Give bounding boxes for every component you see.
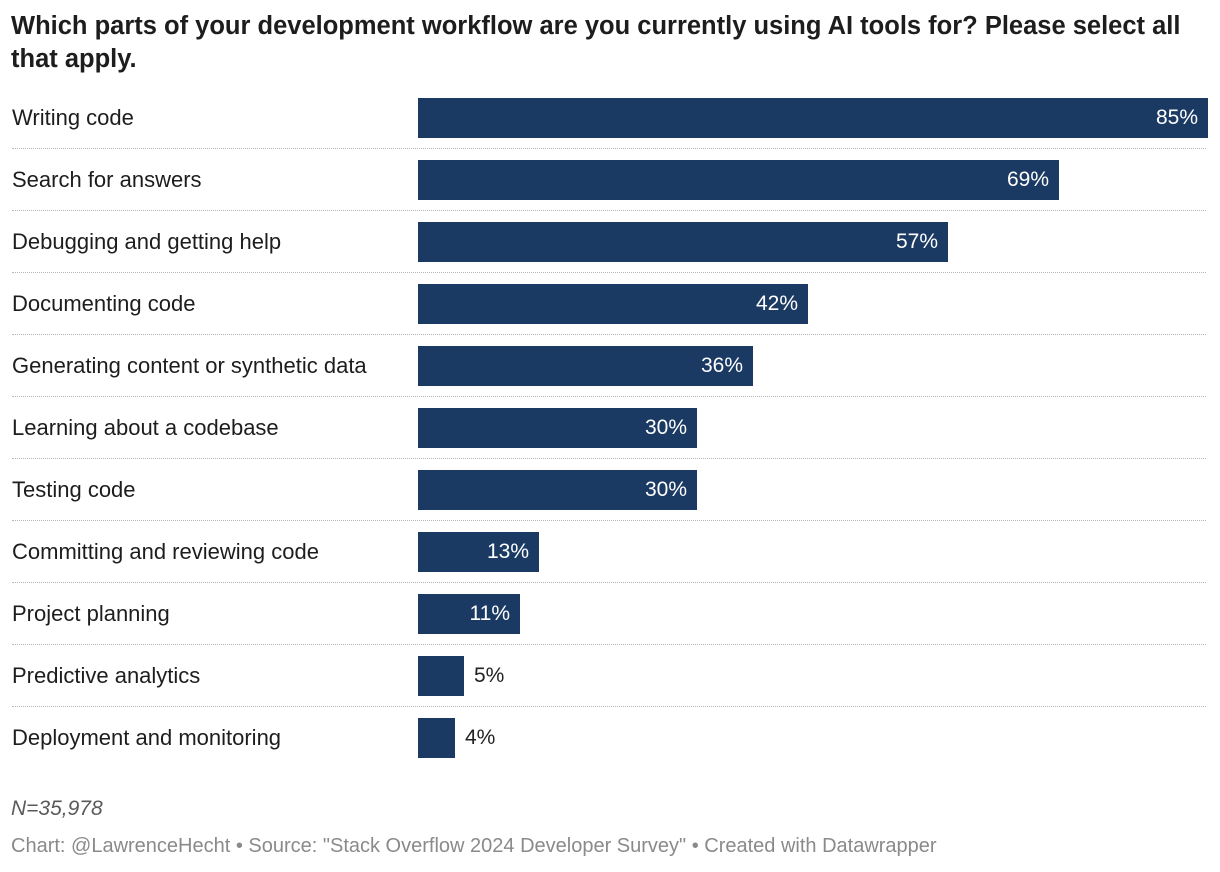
sample-size-note: N=35,978 [11,797,103,820]
bar-row: Deployment and monitoring 4% [0,707,1220,769]
value-label: 42% [755,292,798,315]
value-label: 85% [1155,106,1198,129]
bar-row: Learning about a codebase 30% [0,397,1220,459]
value-label: 5% [474,664,505,687]
row-separator [12,148,1206,149]
value-label: 57% [895,230,938,253]
value-label: 4% [465,726,496,749]
row-separator [12,582,1206,583]
bar [418,346,753,386]
row-separator [12,210,1206,211]
chart-credits: Chart: @LawrenceHecht • Source: "Stack O… [11,835,937,857]
category-label: Predictive analytics [12,663,201,688]
bar [418,222,948,262]
row-separator [12,334,1206,335]
bar [418,160,1059,200]
bar-row: Search for answers 69% [0,149,1220,211]
category-label: Documenting code [12,291,196,316]
value-label: 30% [644,416,687,439]
chart-title: Which parts of your development workflow… [11,12,1181,73]
bar-row: Writing code 85% [0,87,1220,149]
row-separator [12,644,1206,645]
category-label: Testing code [12,477,136,502]
bar-chart: Writing code 85% Search for answers 69% Debu… [0,87,1220,777]
bar-row: Testing code 30% [0,459,1220,521]
bar [418,718,455,758]
bar [418,284,808,324]
category-label: Project planning [12,601,170,626]
value-label: 36% [700,354,743,377]
row-separator [12,396,1206,397]
bar [418,98,1208,138]
bar [418,532,539,572]
row-separator [12,458,1206,459]
bar-row: Committing and reviewing code 13% [0,521,1220,583]
category-label: Deployment and monitoring [12,725,282,750]
bar-row: Predictive analytics 5% [0,645,1220,707]
row-separator [12,520,1206,521]
value-label: 30% [644,478,687,501]
row-separator [12,706,1206,707]
value-label: 69% [1006,168,1049,191]
category-label: Generating content or synthetic data [12,353,367,378]
bar-row: Documenting code 42% [0,273,1220,335]
bar [418,408,697,448]
bar-row: Project planning 11% [0,583,1220,645]
bar [418,470,697,510]
category-label: Debugging and getting help [12,229,282,254]
row-separator [12,272,1206,273]
value-label: 13% [486,540,529,563]
category-label: Learning about a codebase [12,415,279,440]
bar [418,594,520,634]
category-label: Writing code [12,105,134,130]
category-label: Search for answers [12,167,202,192]
category-label: Committing and reviewing code [12,539,319,564]
bar [418,656,464,696]
bar-row: Debugging and getting help 57% [0,211,1220,273]
bar-row: Generating content or synthetic data 36% [0,335,1220,397]
value-label: 11% [469,602,510,625]
